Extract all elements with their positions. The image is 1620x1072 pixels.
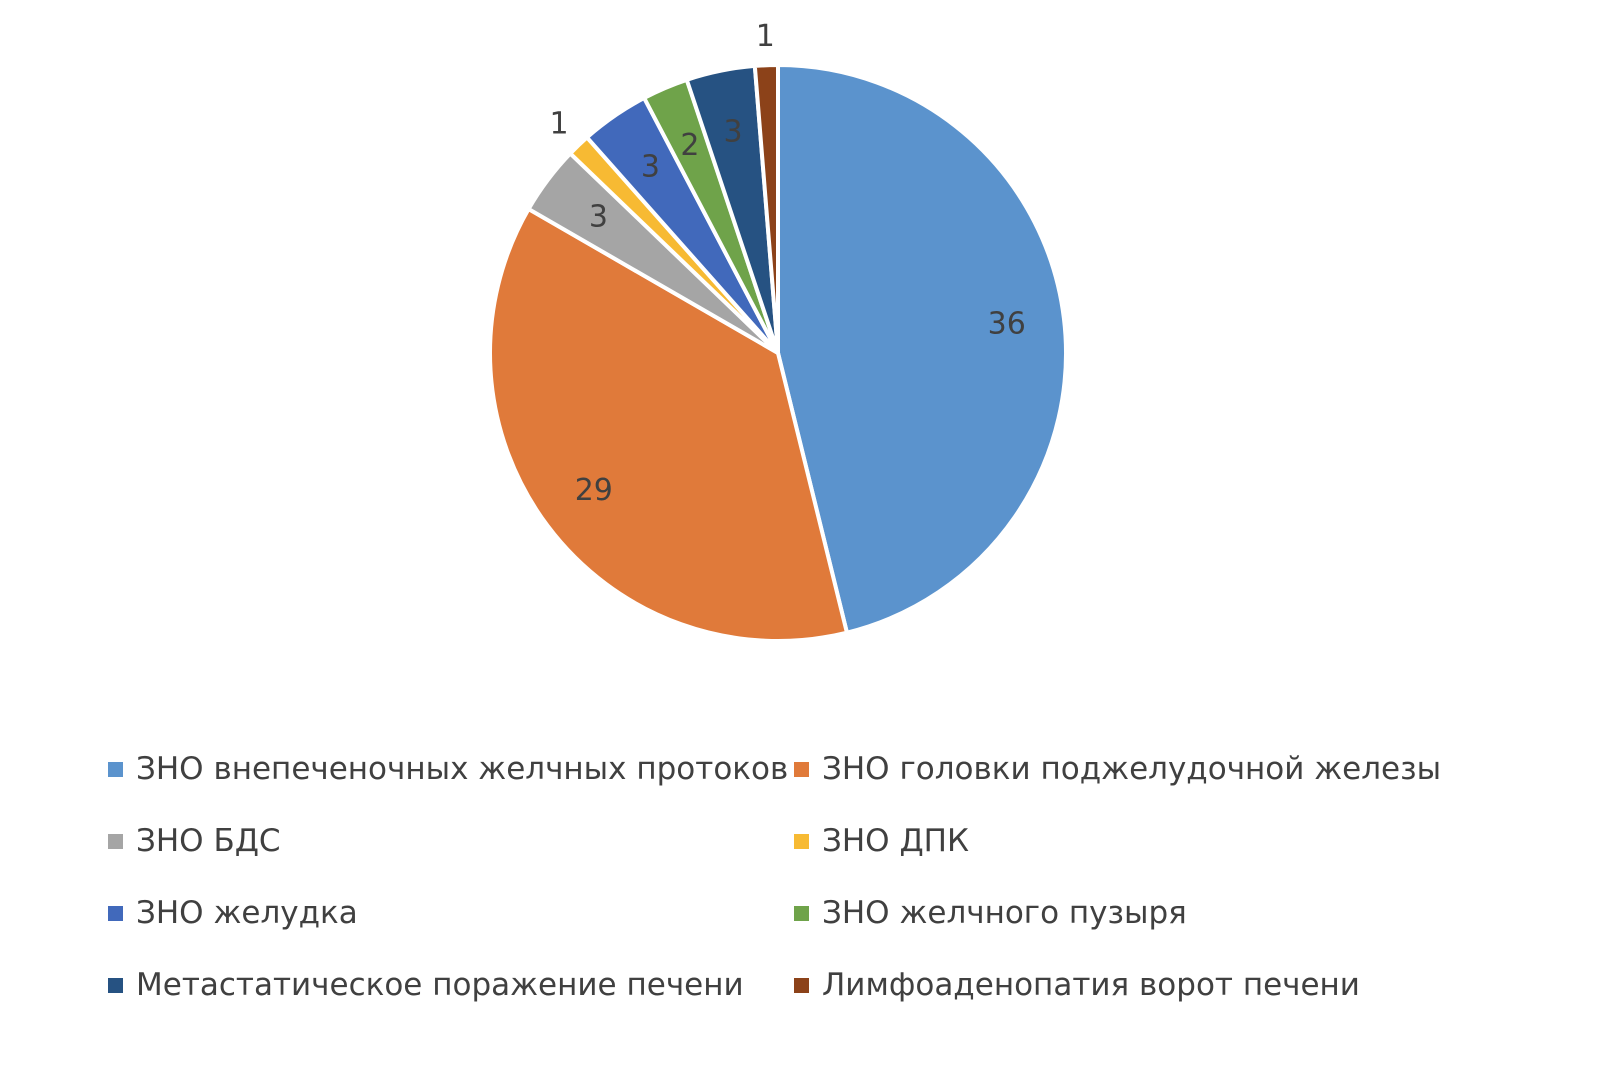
- data-label: 3: [589, 200, 608, 235]
- data-label: 36: [988, 307, 1026, 342]
- legend-swatch-icon: [794, 977, 809, 993]
- pie-slices: [488, 62, 1068, 643]
- legend-item: Лимфоаденопатия ворот печени: [794, 964, 1494, 1006]
- chart-legend: ЗНО внепеченочных желчных протоков ЗНО г…: [108, 748, 1528, 1006]
- pie-slice: [488, 206, 850, 643]
- legend-item: ЗНО БДС: [108, 820, 794, 862]
- legend-swatch-icon: [108, 761, 123, 777]
- pie-slice: [776, 62, 1068, 636]
- data-label: 1: [550, 107, 569, 142]
- data-label: 1: [756, 19, 775, 54]
- legend-swatch-icon: [794, 761, 809, 777]
- data-label: 3: [641, 150, 660, 185]
- legend-swatch-icon: [794, 833, 809, 849]
- pie-slice: [752, 62, 780, 354]
- data-label: 2: [680, 128, 699, 163]
- legend-item: ЗНО желудка: [108, 892, 794, 934]
- legend-swatch-icon: [794, 905, 809, 921]
- legend-item: ЗНО головки поджелудочной железы: [794, 748, 1494, 790]
- data-label: 3: [724, 114, 743, 149]
- legend-swatch-icon: [108, 977, 123, 993]
- legend-item: ЗНО внепеченочных желчных протоков: [108, 748, 794, 790]
- legend-swatch-icon: [108, 833, 123, 849]
- legend-swatch-icon: [108, 905, 123, 921]
- legend-item: ЗНО ДПК: [794, 820, 1494, 862]
- legend-item: ЗНО желчного пузыря: [794, 892, 1494, 934]
- data-label: 29: [575, 473, 613, 508]
- legend-item: Метастатическое поражение печени: [108, 964, 794, 1006]
